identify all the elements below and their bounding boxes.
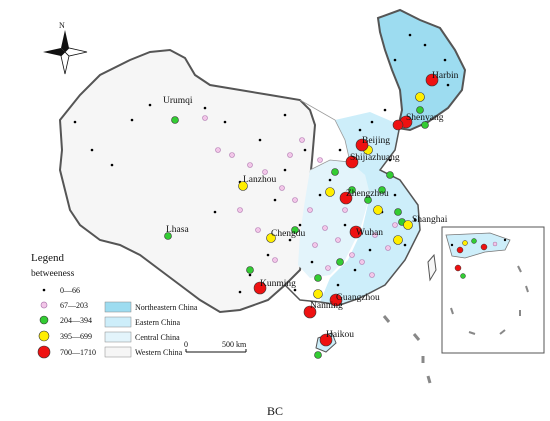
scale-bar-end: 500 km: [222, 340, 247, 349]
western-china-region: [58, 48, 317, 314]
legend-region-western: Western China: [135, 348, 183, 357]
legend-symbol-700-1710: [37, 345, 51, 359]
city-label-guangzhou: Guangzhou: [336, 293, 380, 303]
city-label-kunming: Kunming: [260, 279, 296, 289]
legend-label-67-203: 67—203: [60, 301, 88, 310]
legend-label-700-1710: 700—1710: [60, 348, 96, 357]
legend-label-204-394: 204—394: [60, 316, 92, 325]
city-label-shanghai: Shanghai: [412, 215, 448, 225]
eastern-china-region: [320, 112, 420, 305]
north-arrow-icon: N: [43, 21, 88, 75]
city-label-chengdu: Chengdu: [271, 229, 306, 239]
city-label-lhasa: Lhasa: [166, 225, 189, 235]
legend-swatch-eastern: [104, 316, 132, 328]
city-label-beijing: Beijing: [362, 136, 390, 146]
legend-region-northeastern: Northeastern China: [135, 303, 198, 312]
city-label-urumqi: Urumqi: [163, 96, 193, 106]
taiwan-island: [427, 253, 437, 282]
class-67-203-points: [202, 115, 398, 278]
city-label-nanning: Nanning: [310, 301, 343, 311]
scale-bar-start: 0: [184, 340, 188, 349]
map-legend: Legend betweeness 0—66 67—203 204—394 39…: [31, 252, 198, 359]
scale-bar: 0 500 km: [184, 340, 247, 353]
legend-symbol-395-699: [38, 330, 50, 342]
legend-region-central: Central China: [135, 333, 180, 342]
legend-symbol-0-66: [42, 288, 46, 292]
legend-swatch-central: [104, 331, 132, 343]
legend-label-0-66: 0—66: [60, 286, 80, 295]
city-label-zhengzhou: Zhengzhou: [346, 189, 389, 199]
class-395-699-points: [238, 92, 425, 299]
legend-title: Legend: [31, 252, 64, 264]
south-china-sea-inset: [441, 226, 545, 354]
legend-subtitle: betweeness: [31, 269, 75, 279]
legend-swatch-western: [104, 346, 132, 358]
city-label-haikou: Haikou: [326, 330, 354, 340]
legend-region-eastern: Eastern China: [135, 318, 181, 327]
class-204-394-points: [164, 106, 429, 359]
legend-swatch-northeastern: [104, 301, 132, 313]
legend-symbol-204-394: [39, 315, 49, 325]
north-label: N: [59, 21, 65, 30]
city-label-shijiazhuang: Shijiazhuang: [350, 153, 400, 163]
northeastern-china-region: [376, 8, 467, 132]
nine-dash-line: [382, 315, 432, 384]
city-label-lanzhou: Lanzhou: [243, 175, 276, 185]
city-labels: Harbin Shenyang Beijing Shijiazhuang Uru…: [163, 71, 459, 340]
legend-label-395-699: 395—699: [60, 332, 92, 341]
city-label-wuhan: Wuhan: [356, 228, 383, 238]
city-label-shenyang: Shenyang: [406, 113, 444, 123]
figure-caption: BC: [266, 404, 283, 418]
legend-symbol-67-203: [40, 301, 48, 309]
city-label-harbin: Harbin: [432, 71, 459, 81]
class-700-1710-points: [253, 73, 439, 347]
